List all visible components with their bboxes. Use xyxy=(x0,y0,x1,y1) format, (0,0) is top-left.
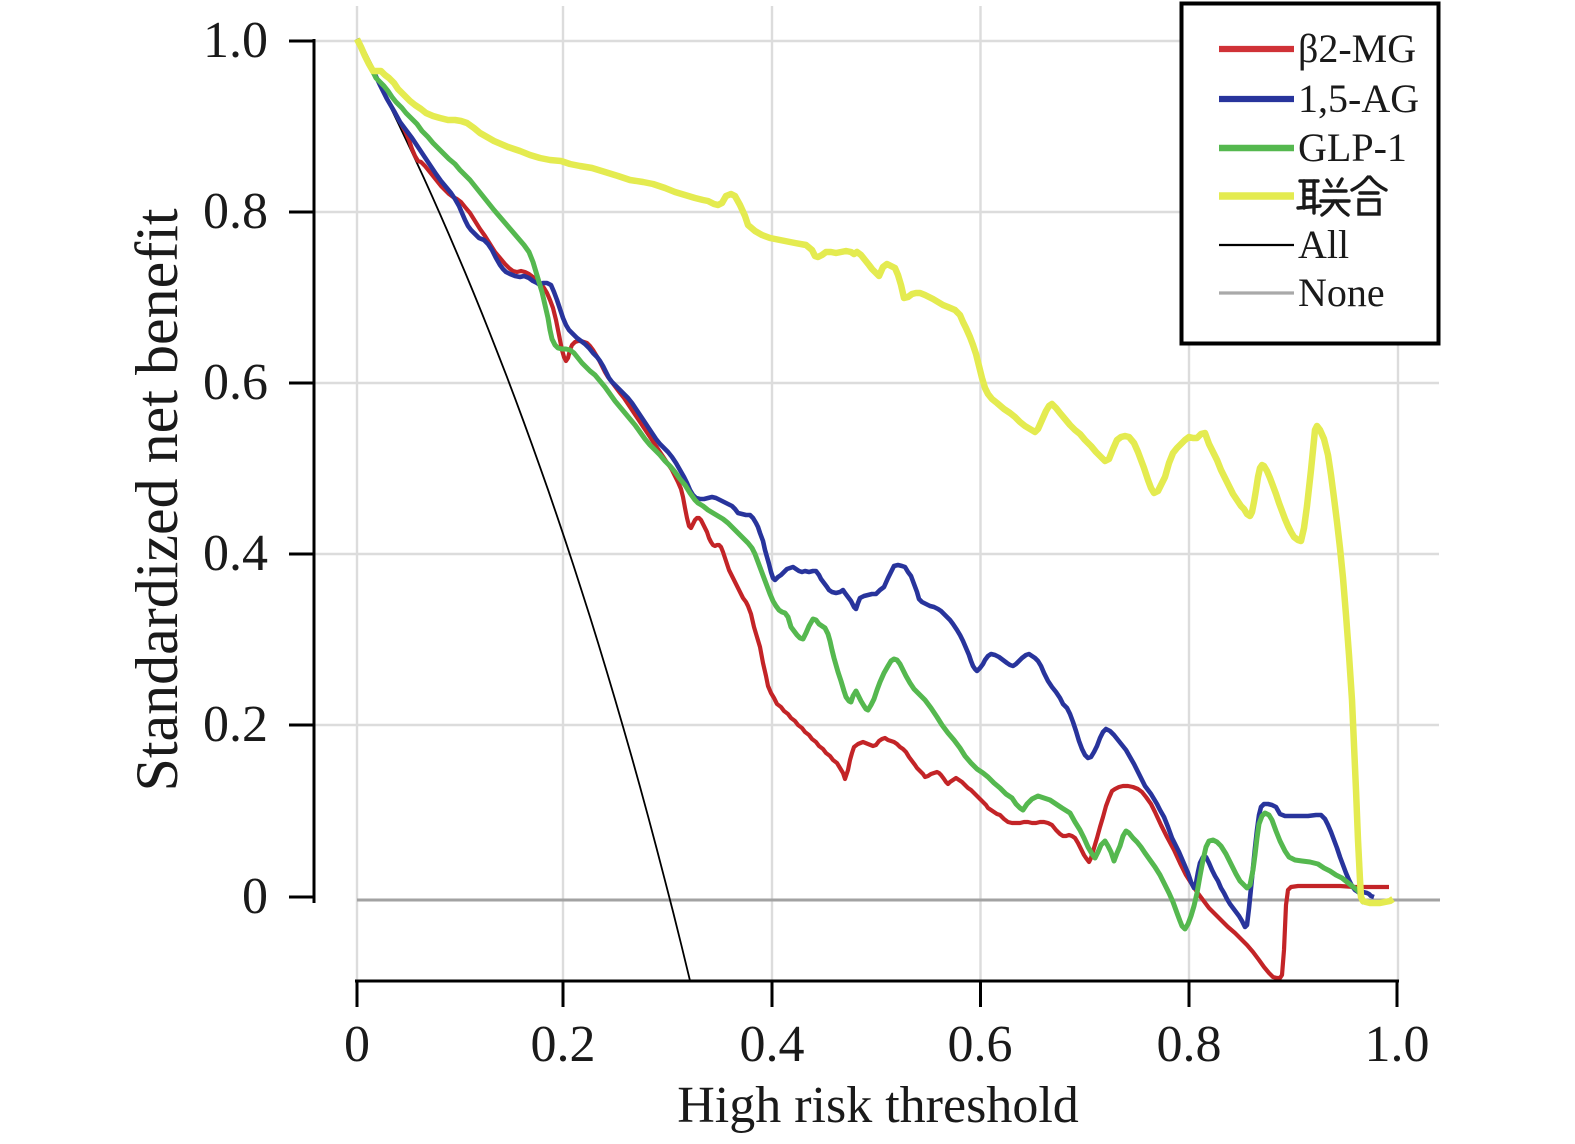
svg-text:1.0: 1.0 xyxy=(1365,1016,1430,1073)
svg-text:0.4: 0.4 xyxy=(740,1016,805,1073)
svg-text:0: 0 xyxy=(344,1016,370,1073)
svg-text:0.6: 0.6 xyxy=(948,1016,1013,1073)
svg-text:0.2: 0.2 xyxy=(203,696,268,753)
svg-text:0.8: 0.8 xyxy=(203,183,268,240)
svg-text:0.6: 0.6 xyxy=(203,354,268,411)
svg-text:1,5-AG: 1,5-AG xyxy=(1298,76,1419,121)
svg-text:None: None xyxy=(1298,270,1385,315)
svg-text:0: 0 xyxy=(242,868,268,925)
svg-text:High risk threshold: High risk threshold xyxy=(677,1077,1079,1134)
svg-text:All: All xyxy=(1298,222,1349,267)
svg-text:0.2: 0.2 xyxy=(531,1016,596,1073)
svg-text:1.0: 1.0 xyxy=(203,12,268,69)
svg-text:Standardized net benefit: Standardized net benefit xyxy=(124,208,190,791)
svg-text:0.4: 0.4 xyxy=(203,525,268,582)
svg-text:β2-MG: β2-MG xyxy=(1298,26,1416,71)
svg-text:GLP-1: GLP-1 xyxy=(1298,125,1407,170)
svg-text:0.8: 0.8 xyxy=(1157,1016,1222,1073)
